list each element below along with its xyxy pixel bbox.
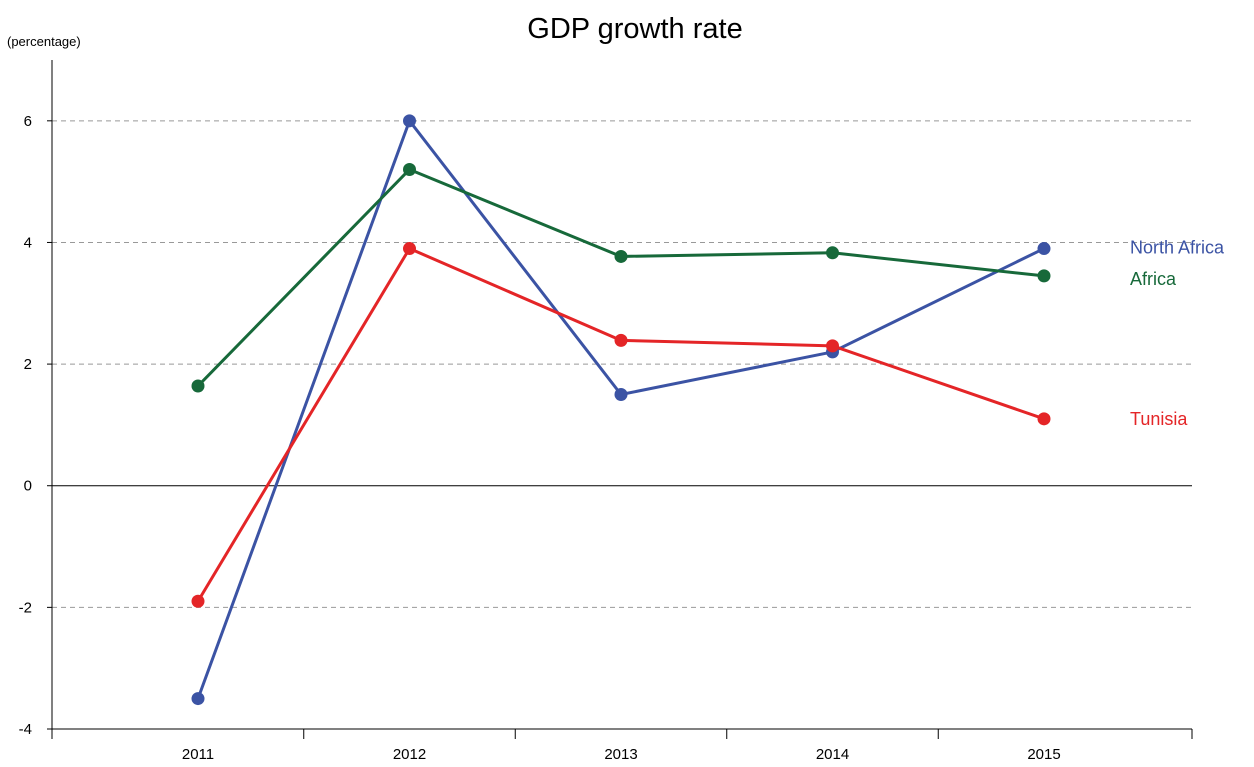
data-point-tunisia-2012 <box>403 242 416 256</box>
series-lines <box>191 114 1051 706</box>
data-point-tunisia-2011 <box>191 594 205 608</box>
x-tick-label-2014: 2014 <box>816 746 849 763</box>
series-label-north-africa: North Africa <box>1130 238 1225 258</box>
data-point-africa-2013 <box>614 249 628 263</box>
x-tick-label-2011: 2011 <box>182 746 214 763</box>
data-point-tunisia-2013 <box>614 333 628 347</box>
series-labels: North Africa Africa Tunisia <box>1130 238 1225 429</box>
data-point-africa-2012 <box>403 162 416 176</box>
series-line-north-africa <box>196 119 1045 700</box>
y-tick-label-6: 6 <box>24 113 32 130</box>
chart-title: GDP growth rate <box>527 13 742 45</box>
axes: -4 -2 0 2 4 6 2011 2012 2013 2014 2015 <box>19 60 1193 763</box>
y-axis-unit-label: (percentage) <box>7 34 81 49</box>
gridlines <box>52 120 1192 608</box>
data-point-north-africa-2013 <box>614 388 628 401</box>
y-tick-label-4: 4 <box>24 234 32 251</box>
data-point-north-africa-2012 <box>403 114 416 128</box>
data-point-north-africa-2015 <box>1037 242 1051 256</box>
y-tick-label--4: -4 <box>19 721 32 738</box>
data-point-tunisia-2015 <box>1037 412 1051 426</box>
series-label-tunisia: Tunisia <box>1130 409 1188 429</box>
series-label-africa: Africa <box>1130 269 1177 289</box>
x-tick-label-2012: 2012 <box>393 746 426 763</box>
y-tick-label-0: 0 <box>24 478 32 495</box>
data-point-africa-2014 <box>826 246 839 260</box>
y-tick-label-2: 2 <box>24 356 32 373</box>
y-tick-label--2: -2 <box>19 599 32 616</box>
data-point-tunisia-2014 <box>826 339 839 353</box>
x-tick-label-2015: 2015 <box>1027 746 1060 763</box>
series-line-tunisia <box>196 247 1045 603</box>
data-point-africa-2015 <box>1037 269 1051 283</box>
x-tick-label-2013: 2013 <box>604 746 637 763</box>
data-point-africa-2011 <box>191 379 205 393</box>
data-point-north-africa-2011 <box>191 692 205 706</box>
